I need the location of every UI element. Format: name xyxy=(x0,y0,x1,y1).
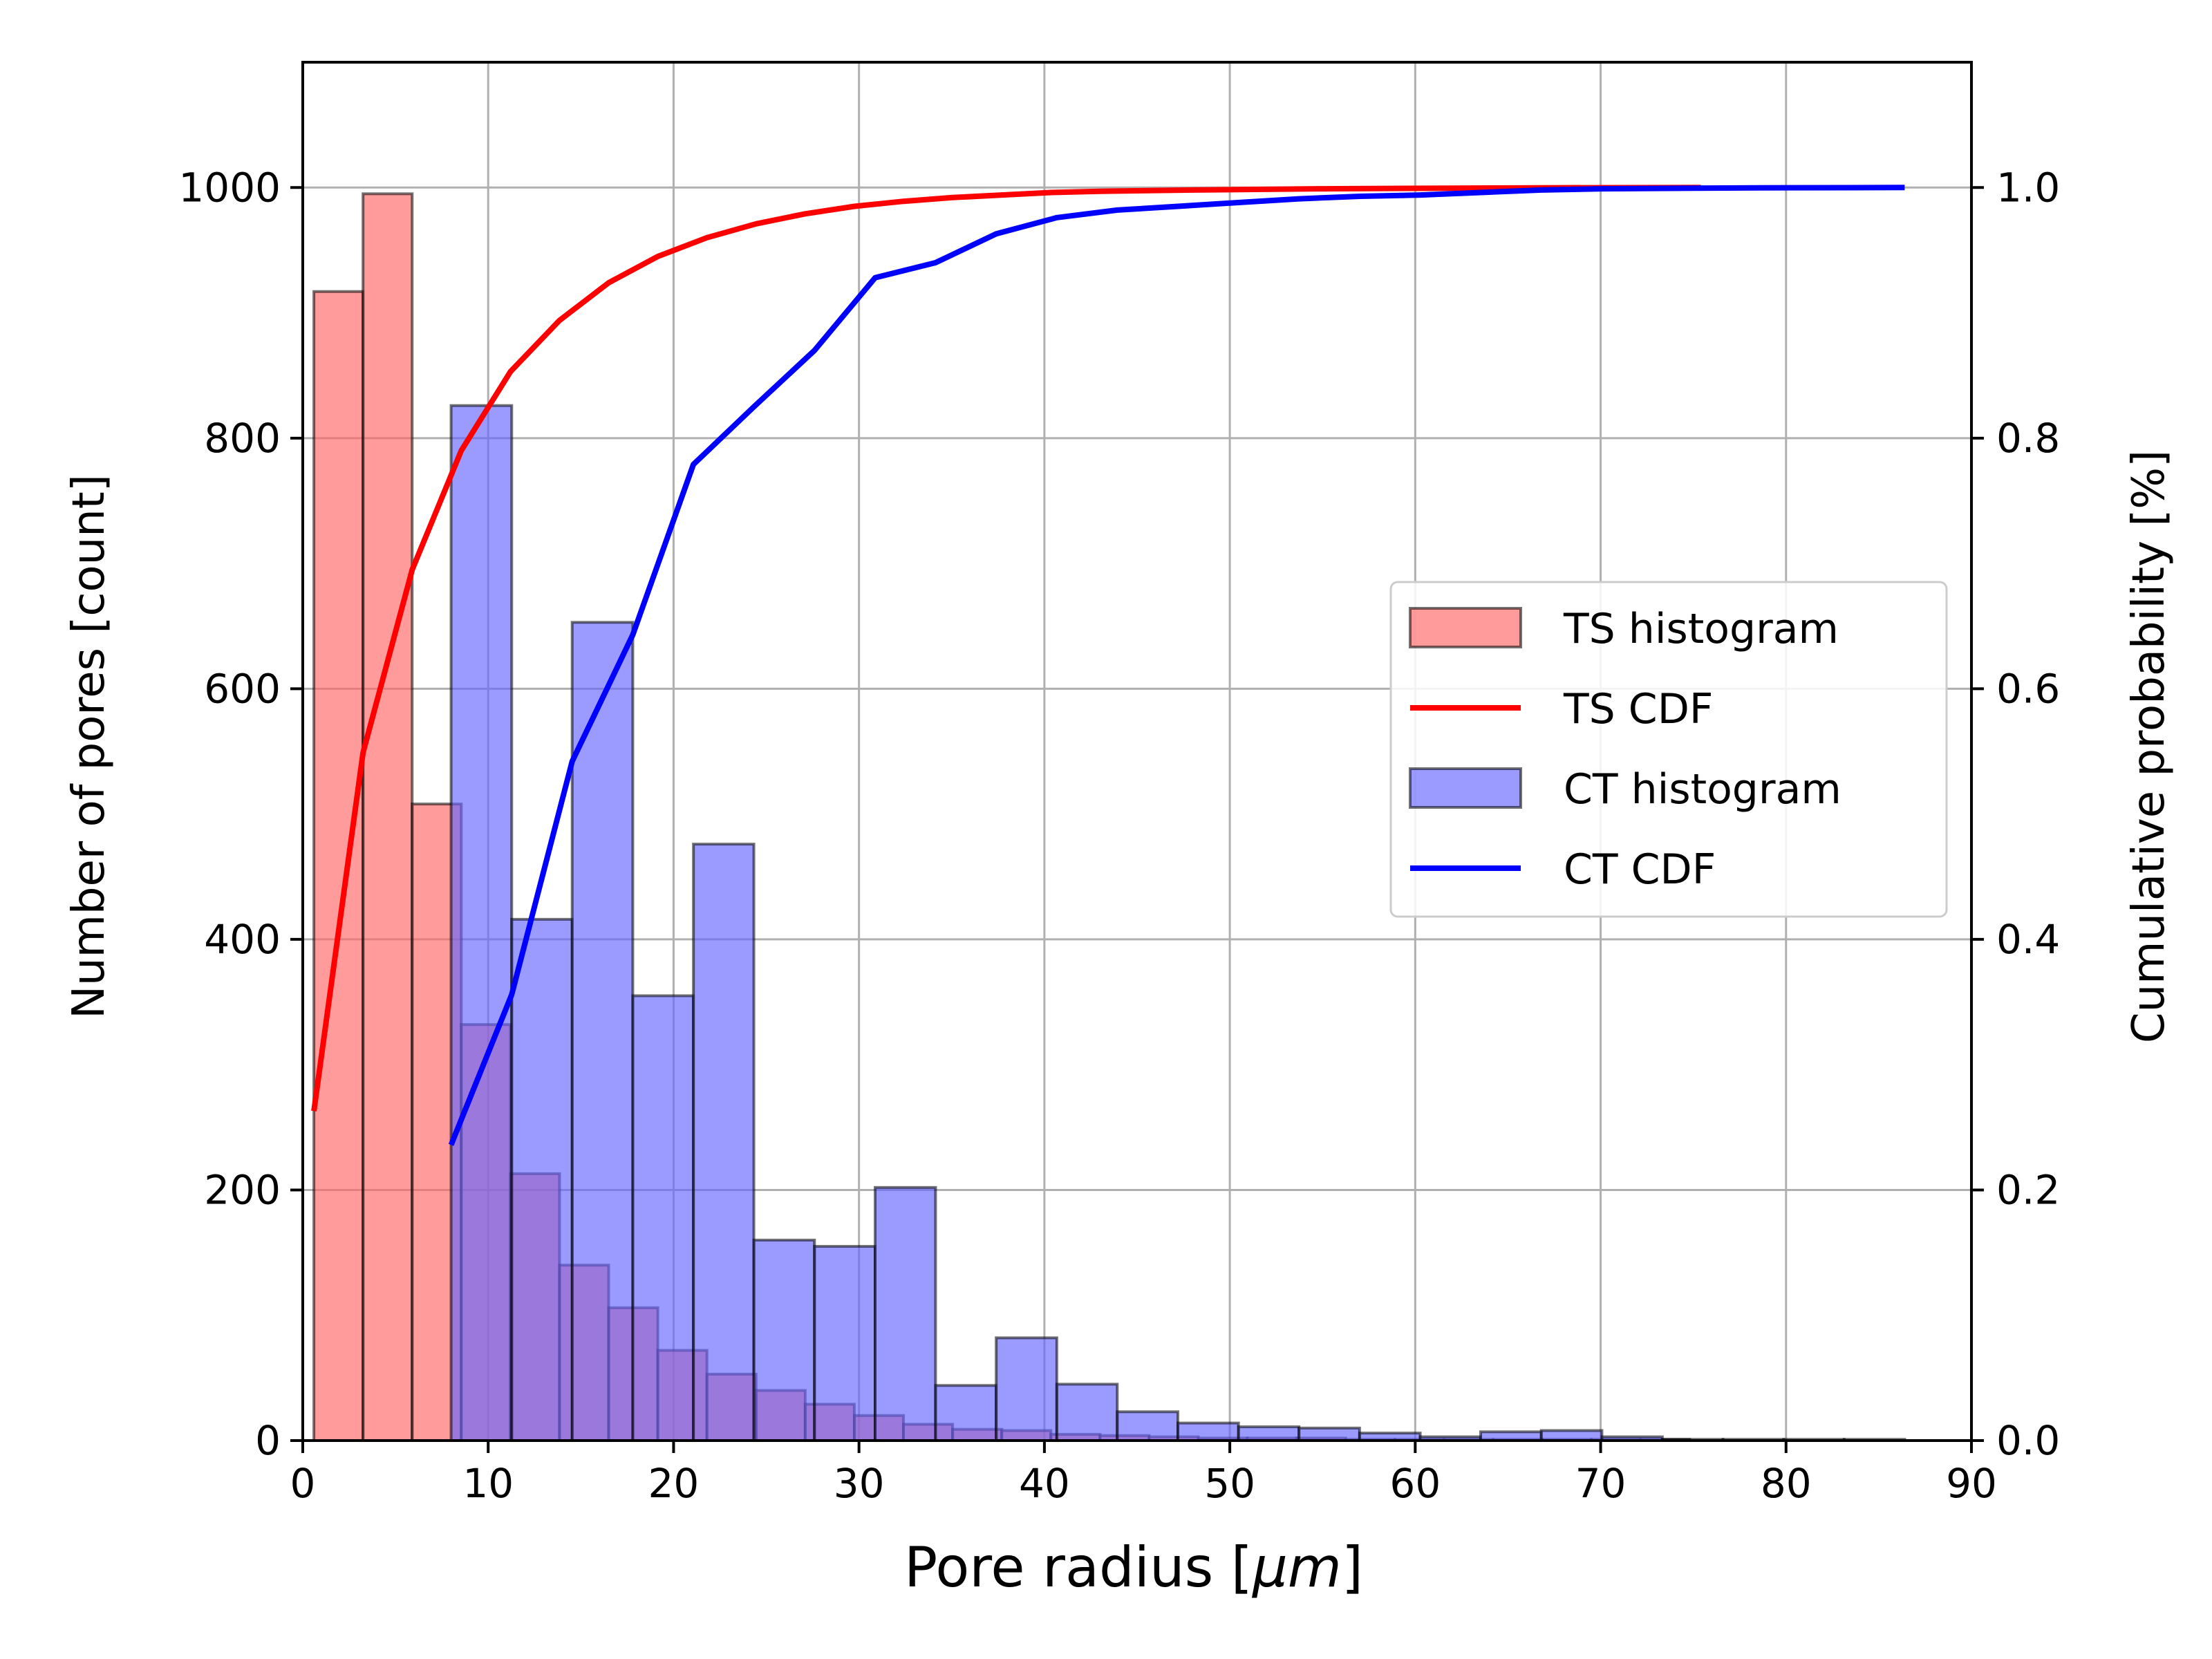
x-axis-label-math: μm xyxy=(1251,1535,1342,1600)
x-axis-label-prefix: Pore radius [ xyxy=(904,1535,1253,1600)
y2-tick-label: 0.2 xyxy=(1996,1166,2060,1213)
y-tick-label: 1000 xyxy=(178,164,281,211)
legend-label: CT CDF xyxy=(1564,845,1716,894)
legend-patch xyxy=(1409,767,1522,809)
x-axis-label-suffix: ] xyxy=(1342,1535,1363,1600)
x-tick-label: 60 xyxy=(1389,1460,1441,1507)
histogram-bar xyxy=(1055,1382,1119,1442)
x-tick-label: 0 xyxy=(290,1460,316,1507)
x-tick-label: 20 xyxy=(648,1460,700,1507)
y2-tick-label: 0.8 xyxy=(1996,415,2060,462)
y-tick-label: 200 xyxy=(204,1166,281,1213)
legend-label: TS histogram xyxy=(1563,605,1839,653)
x-tick-label: 70 xyxy=(1575,1460,1627,1507)
histogram-bar xyxy=(995,1336,1058,1442)
histogram-bar xyxy=(813,1245,877,1442)
x-tick-label: 40 xyxy=(1019,1460,1070,1507)
histogram-bar xyxy=(934,1384,998,1442)
histogram-bar xyxy=(1116,1410,1180,1442)
histogram-bar xyxy=(449,404,514,1442)
legend: TS histogram TS CDF CT histogram CT CDF xyxy=(1389,581,1948,918)
plot-frame xyxy=(301,61,1973,1442)
x-tick-label: 90 xyxy=(1946,1460,1997,1507)
secondary-y-axis-label: Cumulative probability [%] xyxy=(2124,450,2175,1043)
x-tick-label: 30 xyxy=(834,1460,885,1507)
y-tick-label: 800 xyxy=(204,415,281,462)
histogram-bar xyxy=(1177,1421,1240,1443)
y-tick-label: 400 xyxy=(204,916,281,963)
plot-area: 0 10 20 30 40 50 60 70 80 90 0 200 400 600 800 1000 0.0 0… xyxy=(178,61,2060,1507)
x-tick-label: 80 xyxy=(1761,1460,1812,1507)
x-tick-label: 10 xyxy=(462,1460,514,1507)
histogram-bar xyxy=(312,290,365,1442)
y2-tick-label: 1.0 xyxy=(1996,164,2060,211)
y-tick-label: 600 xyxy=(204,665,281,712)
legend-patch xyxy=(1409,607,1522,648)
x-tick-label: 50 xyxy=(1204,1460,1255,1507)
histogram-bar xyxy=(631,994,695,1442)
y2-tick-label: 0.0 xyxy=(1996,1417,2060,1464)
y2-tick-label: 0.6 xyxy=(1996,665,2060,712)
histogram-bar xyxy=(1237,1425,1301,1443)
legend-label: CT histogram xyxy=(1564,765,1841,814)
histogram-bar xyxy=(692,843,756,1442)
histogram-bar xyxy=(510,917,574,1442)
histogram-bar xyxy=(570,621,635,1442)
histogram-bar xyxy=(362,192,414,1443)
cdf-line-ct xyxy=(448,185,1905,1146)
histogram-bar xyxy=(1297,1426,1361,1443)
y-tick-label: 0 xyxy=(255,1417,281,1464)
y-axis-label: Number of pores [count] xyxy=(64,474,115,1019)
y2-tick-label: 0.4 xyxy=(1996,916,2060,963)
histogram-bar xyxy=(874,1185,937,1442)
legend-label: TS CDF xyxy=(1563,685,1713,733)
x-axis-label: Pore radius [μm] xyxy=(904,1535,1363,1600)
histogram-bar xyxy=(752,1238,816,1442)
cdf-line-ts xyxy=(311,185,1701,1112)
legend-box xyxy=(1389,581,1948,918)
histogram-bar xyxy=(1539,1429,1604,1443)
